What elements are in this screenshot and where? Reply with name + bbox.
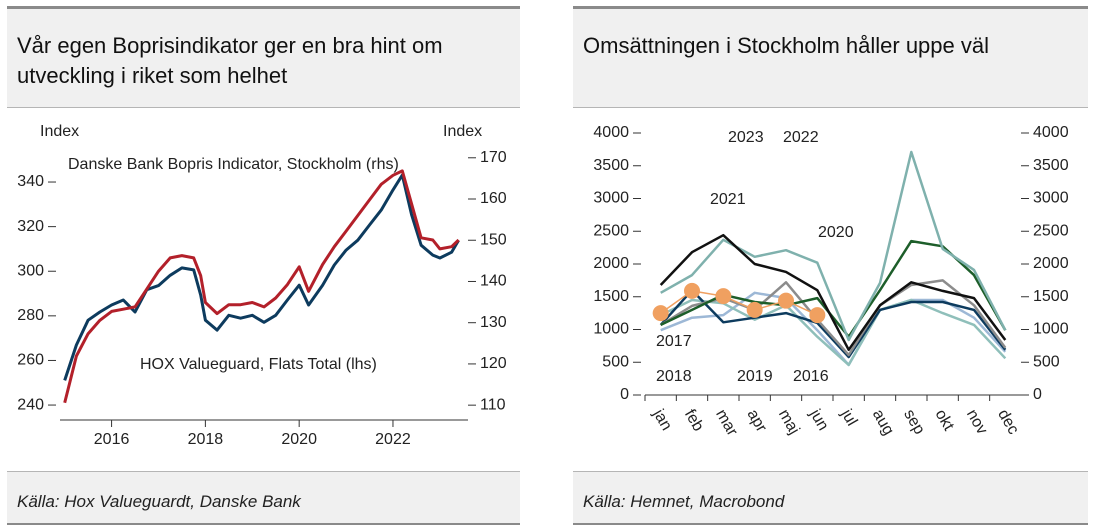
y-tick-label: 2000: [593, 255, 629, 272]
y-tick-label: 3500: [593, 157, 629, 174]
chart-title: Vår egen Boprisindikator ger en bra hint…: [17, 33, 443, 88]
y2-tick-label: 130: [480, 314, 507, 331]
marker: [684, 282, 700, 299]
y2-tick-label: 120: [480, 355, 507, 372]
x-tick-label: nov: [963, 407, 991, 438]
marker: [778, 292, 794, 309]
source: Källa: Hox Valueguardt, Danske Bank: [17, 492, 301, 511]
y2-tick-label: 140: [480, 273, 507, 290]
marker: [652, 305, 669, 322]
y-tick-label: 320: [17, 218, 44, 235]
y2-tick-label: 110: [480, 396, 506, 413]
line: [63, 173, 460, 381]
y2-tick-label: 0: [1033, 386, 1042, 403]
series-label: 2023: [728, 129, 764, 146]
y-tick-label: 1000: [593, 321, 629, 338]
x-tick-label: dec: [994, 407, 1022, 438]
marker: [809, 307, 826, 324]
y2-tick-label: 150: [480, 231, 507, 248]
series-label: 2020: [818, 224, 854, 241]
line: [659, 233, 1007, 352]
footer: Källa: Hox Valueguardt, Danske Bank: [7, 471, 520, 523]
x-tick-label: 2016: [94, 431, 130, 448]
series-label: 2018: [656, 368, 692, 385]
y2-tick-label: 170: [480, 149, 507, 166]
series-label: 2019: [737, 368, 773, 385]
y2-tick-label: 160: [480, 190, 507, 207]
y2-tick-label: 2500: [1033, 222, 1069, 239]
y-tick-label: 500: [602, 353, 629, 370]
y2-tick-label: 3500: [1033, 157, 1069, 174]
x-tick-label: 2020: [281, 431, 317, 448]
y-tick-label: 1500: [593, 288, 629, 305]
y-tick-label: 2500: [593, 222, 629, 239]
series-label: 2016: [793, 368, 829, 385]
y-tick-label: 3000: [593, 190, 629, 207]
y-tick-label: 240: [17, 396, 44, 413]
x-tick-label: okt: [932, 407, 958, 434]
y2-tick-label: 1500: [1033, 288, 1069, 305]
series-label: 2021: [710, 191, 746, 208]
series-label: Danske Bank Bopris Indicator, Stockholm …: [68, 156, 399, 173]
y2-tick-label: 3000: [1033, 190, 1069, 207]
line: [63, 169, 460, 404]
x-tick-label: sep: [900, 407, 928, 438]
source: Källa: Hemnet, Macrobond: [583, 492, 785, 511]
y-tick-label: 260: [17, 352, 44, 369]
y-tick-label: 280: [17, 307, 44, 324]
series-label: 2022: [783, 129, 819, 146]
y-axis-label: Index: [40, 123, 79, 140]
x-tick-label: 2018: [188, 431, 224, 448]
x-tick-label: 2022: [375, 431, 411, 448]
y2-tick-label: 2000: [1033, 255, 1069, 272]
line: [659, 288, 1007, 359]
series-label: HOX Valueguard, Flats Total (lhs): [140, 356, 377, 373]
x-tick-label: jan: [649, 406, 675, 434]
panel: Vår egen Boprisindikator ger en bra hint…: [7, 6, 520, 525]
line: [660, 150, 1007, 342]
y2-axis-label: Index: [443, 123, 482, 140]
header: Vår egen Boprisindikator ger en bra hint…: [7, 9, 520, 108]
footer: Källa: Hemnet, Macrobond: [573, 471, 1088, 523]
x-tick-label: aug: [869, 407, 897, 439]
x-tick-label: jul: [837, 406, 860, 429]
series-label: 2017: [656, 333, 692, 350]
y-tick-label: 300: [17, 262, 44, 279]
marker: [715, 288, 732, 305]
x-tick-label: feb: [681, 407, 707, 435]
y-tick-label: 4000: [593, 124, 629, 141]
line: [660, 298, 1007, 367]
x-tick-label: apr: [744, 407, 771, 436]
x-tick-label: mar: [712, 407, 741, 440]
y2-tick-label: 4000: [1033, 124, 1069, 141]
header: Omsättningen i Stockholm håller uppe väl: [573, 9, 1088, 108]
x-tick-label: maj: [775, 407, 803, 438]
panel: Omsättningen i Stockholm håller uppe väl…: [573, 6, 1088, 525]
y-tick-label: 340: [17, 173, 44, 190]
chart-title: Omsättningen i Stockholm håller uppe väl: [583, 33, 989, 58]
x-tick-label: jun: [806, 406, 832, 434]
y-tick-label: 0: [620, 386, 629, 403]
y2-tick-label: 500: [1033, 353, 1060, 370]
y2-tick-label: 1000: [1033, 321, 1069, 338]
marker: [746, 301, 763, 318]
